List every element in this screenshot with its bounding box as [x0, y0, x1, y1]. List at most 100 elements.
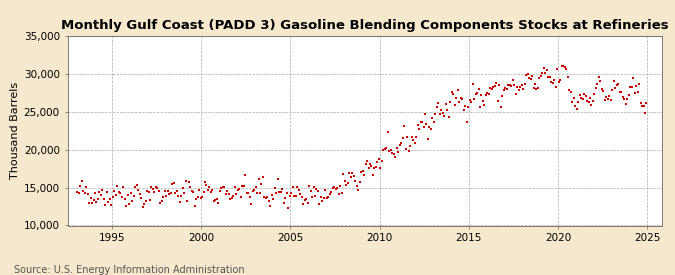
Point	[620, 102, 631, 106]
Point	[364, 161, 375, 166]
Point	[436, 108, 447, 112]
Point	[148, 187, 159, 192]
Point	[356, 170, 367, 174]
Point	[398, 136, 408, 140]
Point	[256, 181, 267, 186]
Point	[281, 191, 292, 196]
Point	[183, 180, 194, 185]
Point	[244, 195, 255, 199]
Point	[133, 188, 144, 192]
Point	[164, 192, 175, 196]
Point	[418, 125, 429, 129]
Point	[464, 98, 475, 102]
Point	[72, 190, 82, 195]
Point	[394, 143, 405, 147]
Point	[494, 83, 505, 87]
Point	[304, 184, 315, 188]
Point	[267, 193, 277, 198]
Point	[346, 174, 356, 179]
Point	[178, 186, 188, 190]
Point	[545, 75, 556, 79]
Point	[167, 181, 178, 186]
Point	[101, 190, 112, 194]
Point	[240, 173, 250, 178]
Point	[473, 86, 484, 91]
Point	[369, 166, 380, 170]
Point	[305, 188, 316, 193]
Point	[583, 100, 594, 104]
Point	[179, 191, 190, 195]
Point	[340, 179, 350, 184]
Point	[315, 195, 326, 199]
Point	[533, 85, 543, 90]
Point	[202, 188, 213, 192]
Point	[207, 188, 218, 192]
Point	[567, 100, 578, 104]
Point	[268, 196, 279, 201]
Point	[186, 189, 197, 193]
Point	[640, 111, 651, 115]
Point	[155, 201, 166, 205]
Point	[381, 146, 392, 151]
Point	[522, 72, 533, 77]
Point	[253, 177, 264, 181]
Point	[247, 188, 258, 193]
Point	[435, 112, 446, 116]
Point	[586, 103, 597, 107]
Point	[299, 198, 310, 203]
Point	[91, 200, 102, 204]
Point	[213, 201, 224, 205]
Point	[414, 127, 425, 131]
Point	[603, 97, 614, 102]
Point	[153, 189, 164, 194]
Point	[371, 164, 381, 169]
Point	[558, 64, 568, 68]
Point	[206, 189, 217, 194]
Point	[119, 197, 130, 202]
Point	[136, 196, 146, 200]
Point	[109, 188, 119, 193]
Point	[265, 204, 276, 208]
Point	[539, 65, 549, 70]
Point	[217, 185, 228, 189]
Point	[221, 192, 232, 196]
Point	[157, 199, 167, 203]
Point	[86, 200, 97, 205]
Point	[223, 191, 234, 196]
Point	[192, 194, 203, 199]
Point	[429, 120, 439, 124]
Point	[76, 179, 87, 183]
Point	[357, 169, 368, 174]
Point	[263, 199, 274, 204]
Point	[385, 148, 396, 153]
Point	[254, 191, 265, 195]
Point	[325, 192, 335, 197]
Point	[103, 200, 114, 204]
Point	[614, 90, 625, 95]
Point	[485, 86, 496, 90]
Point	[607, 87, 618, 92]
Point	[298, 202, 308, 207]
Point	[531, 86, 542, 91]
Point	[619, 97, 630, 101]
Point	[526, 74, 537, 78]
Point	[333, 192, 344, 196]
Point	[400, 147, 411, 151]
Point	[170, 191, 181, 196]
Point	[502, 87, 512, 92]
Point	[442, 108, 453, 112]
Point	[625, 85, 636, 89]
Point	[252, 191, 263, 196]
Point	[549, 78, 560, 82]
Point	[637, 104, 647, 108]
Point	[273, 177, 284, 181]
Point	[313, 188, 323, 193]
Point	[310, 194, 321, 199]
Point	[585, 96, 595, 100]
Point	[99, 197, 109, 202]
Point	[237, 183, 248, 188]
Point	[121, 204, 132, 208]
Point	[524, 76, 535, 80]
Point	[632, 89, 643, 94]
Point	[433, 101, 443, 106]
